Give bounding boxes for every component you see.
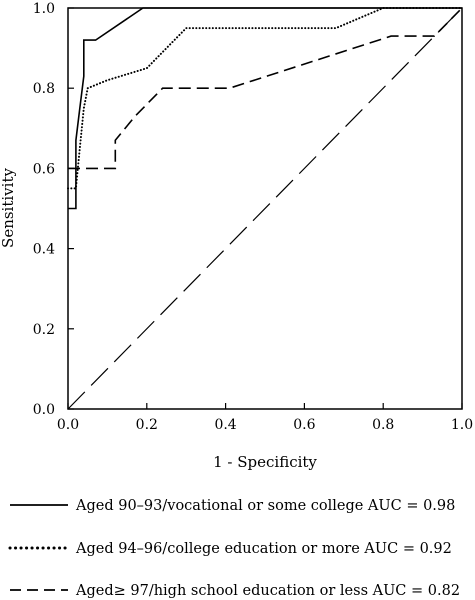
x-tick-label: 0.4 bbox=[214, 417, 236, 433]
y-tick-label: 0.8 bbox=[33, 81, 55, 97]
x-tick-label: 0.0 bbox=[57, 417, 79, 433]
y-tick-label: 0.0 bbox=[33, 402, 55, 418]
series-line-dashed bbox=[68, 7, 463, 170]
y-tick-label: 0.6 bbox=[33, 161, 55, 177]
y-axis-title: Sensitivity bbox=[0, 168, 17, 248]
x-tick-label: 0.6 bbox=[293, 417, 315, 433]
reference-diagonal-line bbox=[67, 7, 463, 410]
legend-label-3: Aged≥ 97/high school education or less A… bbox=[75, 583, 460, 599]
legend: Aged 90–93/vocational or some college AU… bbox=[8, 498, 460, 599]
y-tick-label: 1.0 bbox=[33, 1, 55, 17]
legend-label-2: Aged 94–96/college education or more AUC… bbox=[75, 541, 452, 557]
x-tick-label: 0.8 bbox=[372, 417, 394, 433]
legend-label-1: Aged 90–93/vocational or some college AU… bbox=[75, 498, 455, 514]
axis-tick-labels: 0.0 0.2 0.4 0.6 0.8 1.0 0.0 0.2 0.4 0.6 0.8 1.0 bbox=[33, 1, 473, 433]
series-line-dotted bbox=[67, 7, 463, 190]
x-axis-title: 1 - Specificity bbox=[213, 453, 317, 471]
x-tick-label: 0.2 bbox=[136, 417, 158, 433]
series-line-solid bbox=[68, 7, 462, 210]
series-lines bbox=[67, 7, 463, 410]
y-tick-label: 0.4 bbox=[33, 242, 55, 258]
x-tick-label: 1.0 bbox=[451, 417, 473, 433]
y-tick-label: 0.2 bbox=[33, 322, 55, 338]
